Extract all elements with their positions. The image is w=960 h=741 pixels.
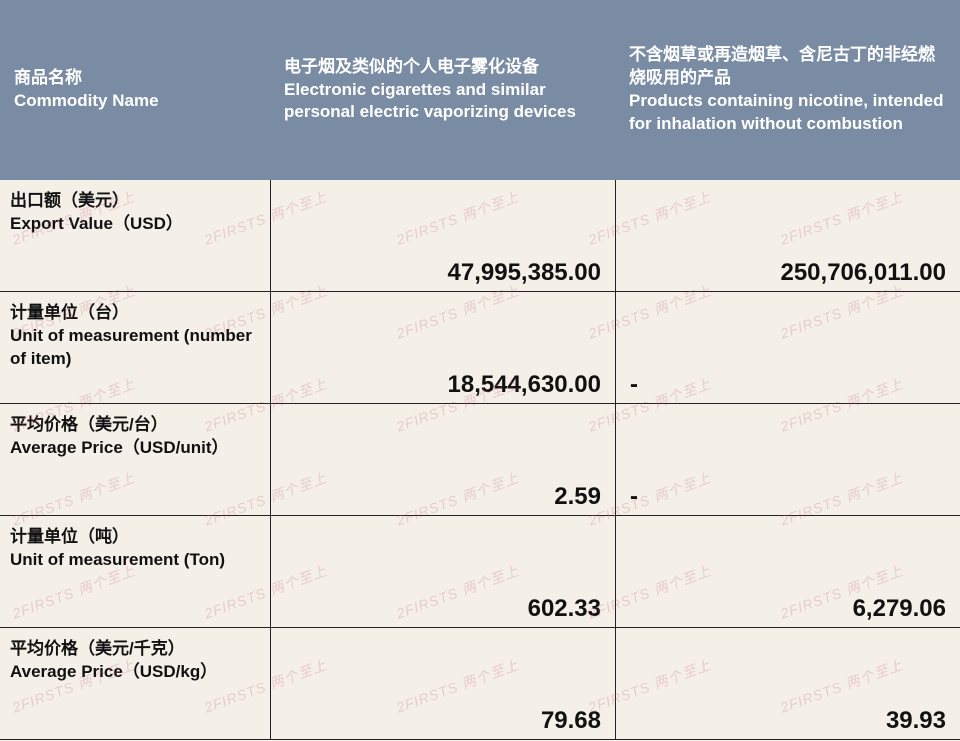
header-commodity-name: 商品名称 Commodity Name (0, 0, 270, 180)
row-label-en: Average Price（USD/kg） (10, 661, 262, 684)
cell-value: 39.93 (886, 707, 946, 735)
cell-avg-price-unit-ecig: 2.59 (270, 404, 615, 515)
cell-export-value-nicotine: 250,706,011.00 (615, 180, 960, 291)
cell-unit-item-ecig: 18,544,630.00 (270, 292, 615, 403)
header-col1-zh: 电子烟及类似的个人电子雾化设备 (284, 56, 601, 79)
cell-value: 18,544,630.00 (448, 371, 601, 399)
header-col2-en: Products containing nicotine, intended f… (629, 90, 946, 136)
row-label-unit-item: 计量单位（台） Unit of measurement (number of i… (0, 292, 270, 403)
header-col0-zh: 商品名称 (14, 67, 256, 90)
cell-avg-price-unit-nicotine: - (615, 404, 960, 515)
row-label-zh: 计量单位（吨） (10, 526, 262, 549)
row-label-en: Unit of measurement (number of item) (10, 325, 262, 371)
cell-value: 6,279.06 (853, 595, 946, 623)
row-label-export-value: 出口额（美元） Export Value（USD） (0, 180, 270, 291)
cell-unit-item-nicotine: - (615, 292, 960, 403)
row-label-zh: 出口额（美元） (10, 190, 262, 213)
cell-unit-ton-ecig: 602.33 (270, 516, 615, 627)
row-label-avg-price-unit: 平均价格（美元/台） Average Price（USD/unit） (0, 404, 270, 515)
header-col1-en: Electronic cigarettes and similar person… (284, 79, 601, 125)
commodity-table: 商品名称 Commodity Name 电子烟及类似的个人电子雾化设备 Elec… (0, 0, 960, 741)
row-label-zh: 计量单位（台） (10, 302, 262, 325)
cell-value: 602.33 (528, 595, 601, 623)
header-nicotine-products: 不含烟草或再造烟草、含尼古丁的非经燃烧吸用的产品 Products contai… (615, 0, 960, 180)
cell-unit-ton-nicotine: 6,279.06 (615, 516, 960, 627)
cell-value: 79.68 (541, 707, 601, 735)
row-label-en: Export Value（USD） (10, 213, 262, 236)
table-header-row: 商品名称 Commodity Name 电子烟及类似的个人电子雾化设备 Elec… (0, 0, 960, 180)
row-label-en: Unit of measurement (Ton) (10, 549, 262, 572)
header-col0-en: Commodity Name (14, 90, 256, 113)
cell-value: - (630, 371, 638, 399)
cell-export-value-ecig: 47,995,385.00 (270, 180, 615, 291)
cell-value: - (630, 483, 638, 511)
row-label-unit-ton: 计量单位（吨） Unit of measurement (Ton) (0, 516, 270, 627)
row-label-zh: 平均价格（美元/台） (10, 414, 262, 437)
cell-value: 47,995,385.00 (448, 259, 601, 287)
cell-value: 250,706,011.00 (780, 259, 946, 287)
table-row: 计量单位（吨） Unit of measurement (Ton) 602.33… (0, 516, 960, 628)
row-label-en: Average Price（USD/unit） (10, 437, 262, 460)
table-row: 出口额（美元） Export Value（USD） 47,995,385.00 … (0, 180, 960, 292)
row-label-zh: 平均价格（美元/千克） (10, 638, 262, 661)
table-row: 计量单位（台） Unit of measurement (number of i… (0, 292, 960, 404)
cell-avg-price-kg-nicotine: 39.93 (615, 628, 960, 739)
cell-avg-price-kg-ecig: 79.68 (270, 628, 615, 739)
header-ecig: 电子烟及类似的个人电子雾化设备 Electronic cigarettes an… (270, 0, 615, 180)
row-label-avg-price-kg: 平均价格（美元/千克） Average Price（USD/kg） (0, 628, 270, 739)
table-row: 平均价格（美元/台） Average Price（USD/unit） 2.59 … (0, 404, 960, 516)
header-col2-zh: 不含烟草或再造烟草、含尼古丁的非经燃烧吸用的产品 (629, 44, 946, 90)
cell-value: 2.59 (554, 483, 601, 511)
table-row: 平均价格（美元/千克） Average Price（USD/kg） 79.68 … (0, 628, 960, 740)
